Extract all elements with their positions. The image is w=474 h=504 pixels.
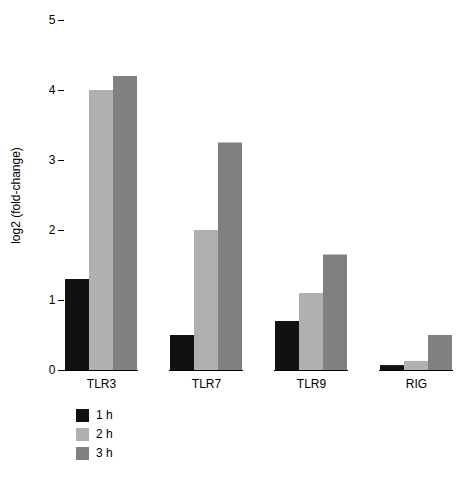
svg-text:3: 3 — [49, 153, 56, 167]
svg-text:5: 5 — [49, 13, 56, 27]
svg-text:RIG: RIG — [406, 377, 427, 391]
svg-text:1: 1 — [49, 293, 56, 307]
svg-text:2: 2 — [49, 223, 56, 237]
html-text:2 h: 2 h — [96, 427, 113, 441]
html-text:1 h: 1 h — [96, 408, 113, 422]
svg-text:TLR9: TLR9 — [297, 377, 327, 391]
svg-text:4: 4 — [49, 83, 56, 97]
html-text:3 h: 3 h — [96, 446, 113, 460]
svg-text:TLR7: TLR7 — [192, 377, 222, 391]
svg-text:log2 (fold-change): log2 (fold-change) — [9, 147, 23, 244]
svg-text:0: 0 — [49, 363, 56, 377]
svg-text:TLR3: TLR3 — [87, 377, 117, 391]
